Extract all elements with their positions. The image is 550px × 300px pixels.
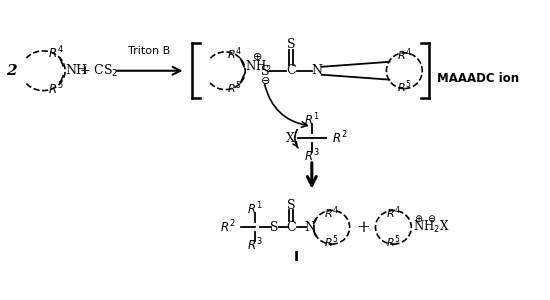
- Text: $\mathit{R}^1$: $\mathit{R}^1$: [248, 201, 263, 218]
- Text: 2: 2: [6, 64, 16, 78]
- Text: $\mathit{R}^1$: $\mathit{R}^1$: [304, 112, 320, 129]
- Text: $\mathit{R}^5$: $\mathit{R}^5$: [386, 234, 401, 250]
- Text: $\mathit{R}^5$: $\mathit{R}^5$: [227, 79, 242, 96]
- Text: MAAADC ion: MAAADC ion: [437, 72, 519, 85]
- Text: $+$ CS$_2$: $+$ CS$_2$: [79, 63, 118, 79]
- Text: $\mathit{R}^4$: $\mathit{R}^4$: [397, 46, 412, 63]
- Text: S: S: [287, 38, 295, 52]
- Text: NH$_2$: NH$_2$: [245, 59, 272, 75]
- Text: N: N: [304, 221, 315, 234]
- Text: $\mathit{R}^5$: $\mathit{R}^5$: [397, 78, 412, 95]
- Text: $\ominus$: $\ominus$: [260, 75, 270, 86]
- Text: X: X: [285, 132, 294, 145]
- Text: $\mathit{R}^4$: $\mathit{R}^4$: [324, 204, 339, 221]
- Text: $\ominus$: $\ominus$: [427, 213, 437, 224]
- Text: $\mathit{R}^2$: $\mathit{R}^2$: [220, 219, 235, 236]
- Text: N: N: [311, 64, 322, 77]
- Text: $\mathit{R}^4$: $\mathit{R}^4$: [48, 45, 64, 61]
- Text: $\mathit{R}^4$: $\mathit{R}^4$: [386, 204, 401, 221]
- Text: C: C: [286, 64, 296, 77]
- Text: +: +: [356, 219, 371, 236]
- Text: $\mathit{R}^3$: $\mathit{R}^3$: [248, 237, 263, 254]
- Text: Triton B: Triton B: [128, 46, 170, 56]
- Text: S: S: [287, 199, 295, 212]
- Text: $\oplus$: $\oplus$: [252, 51, 262, 62]
- Text: NH$_2$X: NH$_2$X: [413, 219, 450, 235]
- Text: $\mathit{R}^5$: $\mathit{R}^5$: [324, 234, 339, 250]
- Text: NH: NH: [65, 64, 87, 77]
- Text: $\mathit{R}^3$: $\mathit{R}^3$: [304, 148, 320, 164]
- Text: $\oplus$: $\oplus$: [414, 213, 424, 224]
- Text: $\mathbf{I}$: $\mathbf{I}$: [293, 250, 299, 264]
- Text: S: S: [261, 65, 270, 78]
- Text: $\mathit{R}^2$: $\mathit{R}^2$: [332, 130, 347, 146]
- Text: $\mathit{R}^5$: $\mathit{R}^5$: [48, 80, 64, 97]
- Text: S: S: [270, 221, 278, 234]
- Text: C: C: [286, 221, 296, 234]
- Text: $\mathit{R}^4$: $\mathit{R}^4$: [227, 46, 243, 62]
